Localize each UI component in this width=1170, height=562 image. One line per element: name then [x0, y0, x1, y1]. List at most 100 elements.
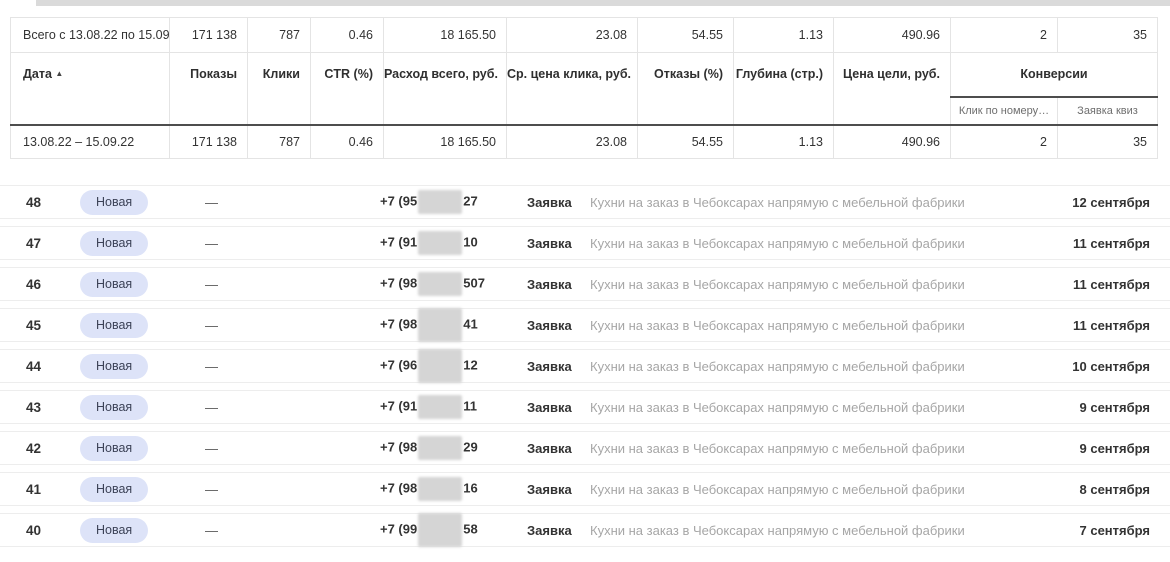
lead-phone: +7 (98 29 [380, 436, 527, 460]
totals-label: Всего с 13.08.22 по 15.09.22 [10, 17, 170, 53]
stats-table: Всего с 13.08.22 по 15.09.22 171 138 787… [10, 17, 1158, 159]
lead-phone: +7 (99 58 [380, 513, 527, 547]
col-header-spend[interactable]: Расход всего, руб. [383, 52, 507, 126]
lead-row[interactable]: 42 Новая — +7 (98 29 Заявка Кухни на зака… [0, 431, 1170, 465]
col-header-bounces[interactable]: Отказы (%) [637, 52, 734, 126]
col-header-impressions[interactable]: Показы [169, 52, 248, 126]
col-header-clicks[interactable]: Клики [247, 52, 311, 126]
phone-blur-patch [418, 513, 463, 547]
lead-campaign: Кухни на заказ в Чебоксарах напрямую с м… [590, 235, 965, 251]
lead-id: 47 [26, 235, 42, 251]
totals-clicks: 787 [247, 17, 311, 53]
status-badge: Новая [80, 189, 149, 215]
lead-id: 41 [26, 481, 42, 497]
period-conv-call: 2 [950, 124, 1058, 159]
lead-id: 48 [26, 194, 42, 210]
lead-campaign: Кухни на заказ в Чебоксарах напрямую с м… [590, 317, 965, 333]
lead-phone: +7 (96 12 [380, 349, 527, 383]
lead-id: 43 [26, 399, 42, 415]
totals-impressions: 171 138 [169, 17, 248, 53]
lead-row[interactable]: 48 Новая — +7 (95 27 Заявка Кухни на зака… [0, 185, 1170, 219]
totals-avg-cpc: 23.08 [506, 17, 638, 53]
lead-dash: — [205, 276, 218, 292]
lead-campaign: Кухни на заказ в Чебоксарах напрямую с м… [590, 399, 965, 415]
status-badge: Новая [80, 271, 149, 297]
lead-id: 45 [26, 317, 42, 333]
status-badge: Новая [80, 435, 149, 461]
lead-dash: — [205, 194, 218, 210]
phone-blur-patch [418, 477, 463, 501]
lead-phone: +7 (91 10 [380, 231, 527, 255]
col-header-conv-call[interactable]: Клик по номеру… [950, 96, 1058, 126]
lead-campaign: Кухни на заказ в Чебоксарах напрямую с м… [590, 522, 965, 538]
status-badge: Новая [80, 476, 149, 502]
status-badge: Новая [80, 517, 149, 543]
lead-dash: — [205, 399, 218, 415]
col-header-date-label: Дата [23, 67, 52, 81]
lead-row[interactable]: 44 Новая — +7 (96 12 Заявка Кухни на зака… [0, 349, 1170, 383]
lead-date: 9 сентября [1079, 399, 1151, 415]
totals-spend: 18 165.50 [383, 17, 507, 53]
totals-bounces: 54.55 [637, 17, 734, 53]
phone-blur-patch [418, 395, 463, 419]
lead-row[interactable]: 40 Новая — +7 (99 58 Заявка Кухни на зака… [0, 513, 1170, 547]
lead-row[interactable]: 45 Новая — +7 (98 41 Заявка Кухни на зака… [0, 308, 1170, 342]
phone-blur-patch [418, 349, 463, 383]
lead-phone: +7 (91 11 [380, 395, 527, 419]
period-spend: 18 165.50 [383, 124, 507, 159]
col-header-conversions: Конверсии [950, 52, 1158, 98]
status-badge: Новая [80, 230, 149, 256]
phone-blur-patch [418, 436, 463, 460]
lead-date: 11 сентября [1072, 317, 1150, 333]
period-avg-cpc: 23.08 [506, 124, 638, 159]
totals-row: Всего с 13.08.22 по 15.09.22 171 138 787… [10, 17, 1158, 53]
lead-date: 8 сентября [1079, 481, 1151, 497]
lead-dash: — [205, 358, 218, 374]
col-header-avg-cpc[interactable]: Ср. цена клика, руб. [506, 52, 638, 126]
header-row: Дата ▲ Показы Клики CTR (%) Расход всего… [10, 52, 1158, 126]
status-badge: Новая [80, 312, 149, 338]
status-badge: Новая [80, 394, 149, 420]
lead-phone: +7 (95 27 [380, 190, 527, 214]
lead-id: 42 [26, 440, 42, 456]
period-row: 13.08.22 – 15.09.22 171 138 787 0.46 18 … [10, 124, 1158, 159]
lead-date: 10 сентября [1072, 358, 1150, 374]
col-header-conv-quiz[interactable]: Заявка квиз [1057, 96, 1158, 126]
lead-campaign: Кухни на заказ в Чебоксарах напрямую с м… [590, 440, 965, 456]
lead-id: 44 [26, 358, 42, 374]
lead-row[interactable]: 43 Новая — +7 (91 11 Заявка Кухни на зака… [0, 390, 1170, 424]
period-conv-quiz: 35 [1057, 124, 1158, 159]
lead-id: 40 [26, 522, 42, 538]
lead-date: 7 сентября [1079, 522, 1151, 538]
phone-blur-patch [418, 190, 463, 214]
totals-goal-cost: 490.96 [833, 17, 951, 53]
period-goal-cost: 490.96 [833, 124, 951, 159]
lead-date: 11 сентября [1072, 235, 1150, 251]
lead-row[interactable]: 41 Новая — +7 (98 16 Заявка Кухни на зака… [0, 472, 1170, 506]
lead-campaign: Кухни на заказ в Чебоксарах напрямую с м… [590, 194, 965, 210]
totals-conv-call: 2 [950, 17, 1058, 53]
lead-date: 9 сентября [1079, 440, 1151, 456]
lead-phone: +7 (98 507 [380, 272, 527, 296]
col-header-date[interactable]: Дата ▲ [10, 52, 170, 126]
lead-dash: — [205, 317, 218, 333]
col-header-goal-cost[interactable]: Цена цели, руб. [833, 52, 951, 126]
period-depth: 1.13 [733, 124, 834, 159]
lead-dash: — [205, 235, 218, 251]
lead-phone: +7 (98 41 [380, 308, 527, 342]
lead-dash: — [205, 522, 218, 538]
col-header-ctr[interactable]: CTR (%) [310, 52, 384, 126]
subheader-row: Клик по номеру… Заявка квиз [11, 96, 1158, 126]
sort-asc-icon: ▲ [55, 69, 64, 78]
lead-type: Заявка [527, 481, 572, 497]
lead-type: Заявка [527, 440, 572, 456]
lead-phone: +7 (98 16 [380, 477, 527, 501]
phone-blur-patch [418, 231, 463, 255]
period-clicks: 787 [247, 124, 311, 159]
col-header-depth[interactable]: Глубина (стр.) [733, 52, 834, 126]
lead-type: Заявка [527, 276, 572, 292]
lead-row[interactable]: 46 Новая — +7 (98 507 Заявка Кухни на зак… [0, 267, 1170, 301]
lead-type: Заявка [527, 235, 572, 251]
lead-row[interactable]: 47 Новая — +7 (91 10 Заявка Кухни на зака… [0, 226, 1170, 260]
lead-dash: — [205, 440, 218, 456]
